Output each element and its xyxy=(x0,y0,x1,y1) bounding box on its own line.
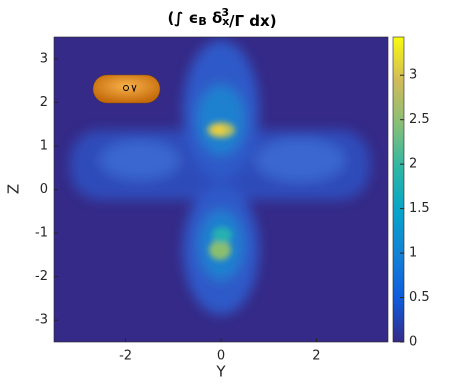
colorbar-tick-label: 0.5 xyxy=(409,290,430,305)
x-tick-label: 2 xyxy=(312,349,320,364)
x-tick-label: -2 xyxy=(119,349,132,364)
y-tick-label: 3 xyxy=(40,51,48,66)
title-part: (∫ ϵ xyxy=(167,9,198,27)
inset-torus xyxy=(92,74,161,104)
y-tick-label: 0 xyxy=(40,182,48,197)
title-part: B xyxy=(198,15,206,28)
y-axis-label: Z xyxy=(5,184,23,194)
chart-title: (∫ ϵB δx3/Γ dx) xyxy=(167,6,276,30)
field-image xyxy=(70,40,370,315)
x-tick-label: 0 xyxy=(217,349,225,364)
colorbar-tick-label: 2.5 xyxy=(409,112,430,127)
title-part: 3 xyxy=(221,6,229,19)
colorbar xyxy=(392,36,405,343)
title-part: δ xyxy=(207,9,223,27)
colorbar-tick-label: 3 xyxy=(409,68,417,83)
colorbar-tick-label: 0 xyxy=(409,335,417,350)
x-axis-label: Y xyxy=(215,363,226,381)
y-tick-label: -3 xyxy=(35,313,48,328)
colorbar-tick-label: 1 xyxy=(409,246,417,261)
colorbar-tick-label: 1.5 xyxy=(409,201,430,216)
y-tick-label: -1 xyxy=(35,226,48,241)
title-part: x xyxy=(222,15,229,28)
y-tick-label: -2 xyxy=(35,269,48,284)
y-tick-label: 2 xyxy=(40,95,48,110)
colorbar-tick-label: 2 xyxy=(409,157,417,172)
title-part: /Γ dx) xyxy=(229,12,277,30)
y-tick-label: 1 xyxy=(40,138,48,153)
